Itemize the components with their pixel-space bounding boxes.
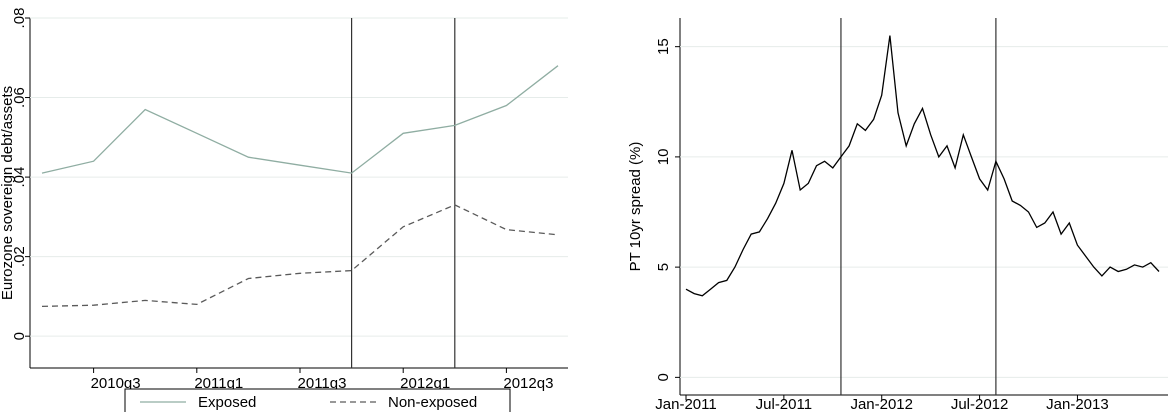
legend-label: Exposed [198, 394, 256, 411]
legend-box [124, 388, 511, 412]
y-tick-label: .04 [11, 167, 28, 188]
x-tick-label: 2012q3 [503, 375, 553, 392]
x-tick-label: Jan-2011 [655, 396, 716, 412]
y-axis-title: PT 10yr spread (%) [627, 142, 644, 272]
panel: 0 5 10 15 PT 10yr spread (%) Jan-2011 Jul-2011… [627, 18, 1168, 412]
data-line [41, 204, 559, 308]
x-tick-label: Jan-2012 [850, 396, 913, 412]
x-tick-label: Jul-2011 [756, 396, 812, 412]
x-tick-label: 2011q3 [298, 375, 347, 392]
y-tick-label: 5 [655, 263, 672, 271]
x-tick-label: 2011q1 [194, 375, 243, 392]
x-tick-label: 2010q3 [91, 375, 141, 392]
y-tick-label: .06 [11, 87, 28, 108]
data-line [41, 65, 559, 174]
y-tick-label: 10 [655, 149, 672, 166]
y-tick-label: 0 [11, 332, 28, 340]
x-tick-label: Jan-2013 [1046, 396, 1109, 412]
y-tick-label: 15 [655, 38, 672, 55]
y-tick-label: .02 [11, 246, 28, 267]
y-axis-title: Eurozone sovereign debt/assets [0, 86, 16, 300]
y-tick-label: .08 [11, 8, 28, 29]
y-tick-label: 0 [655, 373, 672, 381]
x-tick-label: 2012q1 [400, 375, 450, 392]
panel: 0 .02 .04 .06 .08 Eurozone sovereign debt/ass… [0, 8, 568, 412]
x-tick-label: Jul-2012 [951, 396, 1009, 412]
data-line [685, 35, 1160, 297]
legend-label: Non-exposed [388, 394, 477, 411]
